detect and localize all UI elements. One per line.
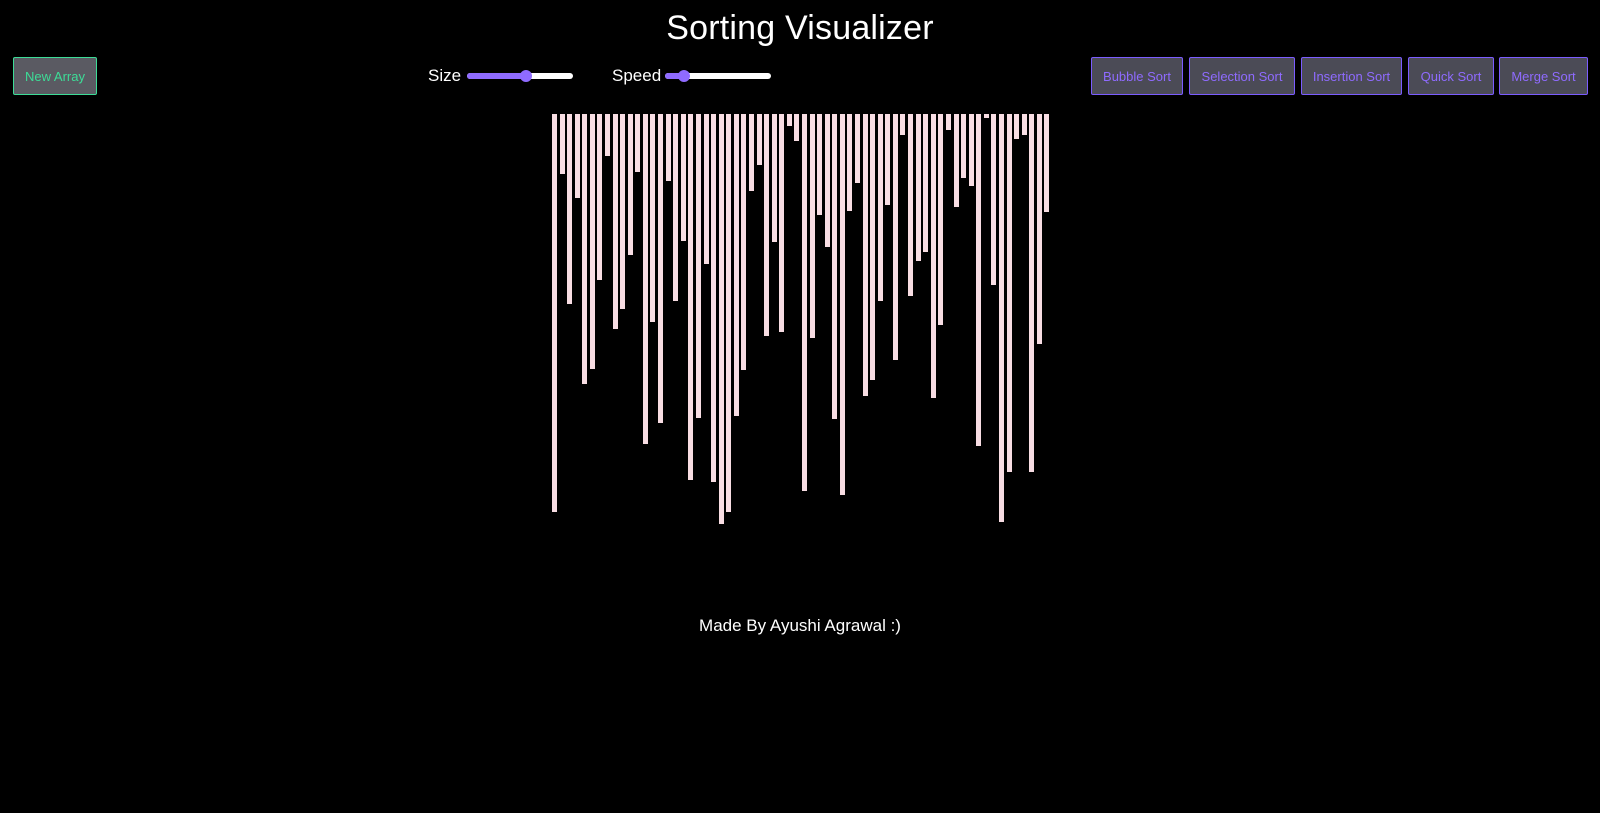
array-bar (945, 114, 951, 130)
array-bar (1044, 114, 1050, 212)
size-label: Size (428, 66, 462, 85)
array-bar (786, 114, 792, 126)
bubble-sort-button[interactable]: Bubble Sort (1091, 57, 1183, 95)
array-bar (567, 114, 573, 304)
array-bar (862, 114, 868, 396)
array-bar (877, 114, 883, 301)
array-bar (612, 114, 618, 329)
array-bar (847, 114, 853, 211)
quick-sort-button[interactable]: Quick Sort (1408, 57, 1494, 95)
array-bar (771, 114, 777, 242)
array-bar (650, 114, 656, 322)
array-bar (855, 114, 861, 183)
array-bar (1006, 114, 1012, 472)
array-bar (582, 114, 588, 384)
size-slider-fill (467, 73, 527, 79)
speed-slider-thumb[interactable] (678, 70, 691, 82)
array-bar (605, 114, 611, 156)
array-bar (839, 114, 845, 495)
array-bar (961, 114, 967, 178)
array-bar (1021, 114, 1027, 135)
array-bar (870, 114, 876, 380)
array-bar (817, 114, 823, 215)
array-bar (809, 114, 815, 338)
array-bar (908, 114, 914, 296)
array-bar (642, 114, 648, 444)
array-bar (695, 114, 701, 418)
array-bars (552, 114, 1052, 534)
array-bar (802, 114, 807, 491)
array-bar (635, 114, 641, 172)
speed-slider[interactable] (665, 70, 771, 82)
speed-label: Speed (612, 66, 662, 85)
array-bar (915, 114, 921, 261)
array-bar (900, 114, 906, 135)
insertion-sort-button[interactable]: Insertion Sort (1301, 57, 1402, 95)
array-bar (627, 114, 633, 255)
selection-sort-button[interactable]: Selection Sort (1189, 57, 1295, 95)
new-array-button[interactable]: New Array (13, 57, 97, 95)
array-bar (552, 114, 557, 512)
array-bar (688, 114, 694, 480)
speed-slider-track (665, 73, 771, 79)
page-title: Sorting Visualizer (666, 9, 934, 47)
array-bar (938, 114, 944, 325)
array-bar (832, 114, 838, 419)
array-bar (711, 114, 717, 482)
array-bar (885, 114, 891, 205)
array-bar (726, 114, 732, 512)
footer-credit: Made By Ayushi Agrawal :) (699, 616, 901, 635)
array-bar (559, 114, 565, 174)
array-bar (680, 114, 686, 241)
array-bar (620, 114, 626, 309)
array-bar (824, 114, 830, 247)
array-bar (741, 114, 747, 370)
array-bar (892, 114, 898, 360)
array-bar (703, 114, 709, 264)
array-bar (589, 114, 595, 369)
array-bar (756, 114, 762, 165)
array-bar (976, 114, 982, 446)
array-bar (983, 114, 989, 118)
array-bar (764, 114, 770, 336)
array-bar (1036, 114, 1042, 344)
size-slider-thumb[interactable] (520, 70, 533, 82)
array-bar (794, 114, 800, 141)
array-bar (1029, 114, 1035, 472)
array-bar (673, 114, 679, 301)
array-bar (953, 114, 959, 207)
merge-sort-button[interactable]: Merge Sort (1499, 57, 1588, 95)
array-bar (779, 114, 785, 332)
array-bar (998, 114, 1004, 522)
array-bar (718, 114, 724, 524)
array-bar (733, 114, 739, 416)
speed-slider-fill (665, 73, 685, 79)
size-slider[interactable] (467, 70, 573, 82)
array-bar (658, 114, 664, 423)
array-bar (665, 114, 671, 181)
array-bar (991, 114, 997, 285)
array-bar (923, 114, 929, 252)
array-bar (574, 114, 580, 198)
array-bar (930, 114, 936, 398)
array-bar (597, 114, 603, 280)
array-bar (968, 114, 974, 186)
array-bar (1014, 114, 1020, 139)
array-bar (748, 114, 754, 191)
